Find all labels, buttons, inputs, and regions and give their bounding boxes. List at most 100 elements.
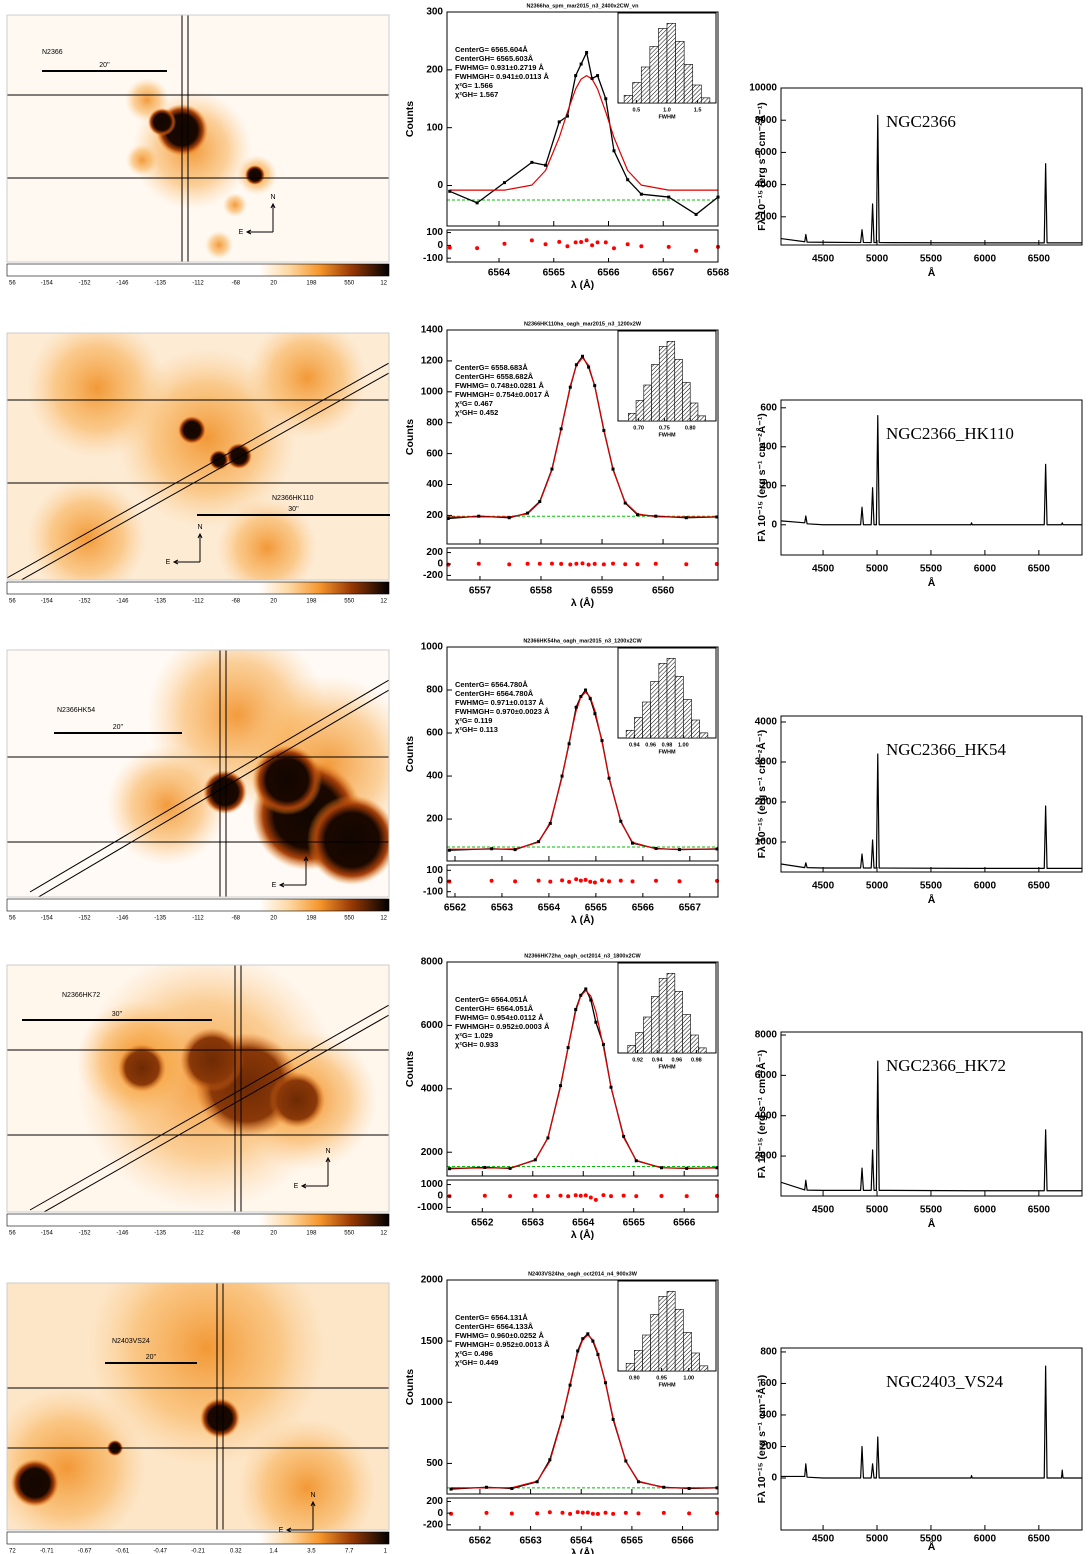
x-tick-label: 6562: [469, 1536, 492, 1547]
data-point: [538, 500, 542, 504]
data-point: [446, 517, 450, 521]
data-point: [588, 697, 592, 701]
x-tick-label: 6557: [469, 586, 492, 597]
inset-tick-label: 0.96: [671, 1057, 682, 1063]
emission-blob: [203, 770, 247, 814]
residual-point: [573, 240, 578, 245]
colorbar-label: 12: [380, 916, 387, 922]
residual-point: [533, 1193, 538, 1198]
x-tick-label: 6564: [538, 903, 561, 914]
hist-bar: [635, 400, 645, 422]
residual-point: [475, 246, 480, 251]
inset-tick-label: 0.90: [629, 1375, 640, 1381]
sky-image: [7, 15, 389, 262]
y-tick-label: 6000: [755, 147, 778, 158]
plot-title: N2366ha_spm_mar2015_n3_2400x2CW_vn: [527, 3, 640, 9]
data-point: [593, 384, 597, 388]
compass-label: E: [166, 559, 171, 566]
hist-bar: [649, 46, 659, 104]
slit-line: [29, 679, 389, 893]
data-point: [502, 181, 506, 185]
data-point: [596, 74, 600, 78]
data-point: [449, 1487, 453, 1491]
y-tick-label: 8000: [755, 1030, 778, 1041]
fit-annotation: FWHMG= 0.748±0.0281 Å: [455, 381, 545, 390]
x-tick-label: 6564: [572, 1218, 595, 1229]
fit-annotation: FWHMG= 0.960±0.0252 Å: [455, 1331, 545, 1340]
hist-bar: [642, 1334, 651, 1372]
plot-frame: [780, 1031, 1083, 1197]
emission-blob: [226, 443, 252, 469]
sky-image: [7, 650, 389, 897]
residual-point: [565, 244, 570, 249]
residual-point: [509, 1511, 514, 1516]
compass-label: N: [270, 194, 275, 201]
residual-point: [449, 1511, 454, 1516]
data-point: [533, 1158, 537, 1162]
plot-frame: [780, 399, 1083, 556]
data-point: [574, 705, 578, 709]
fit-annotation: χ²GH= 1.567: [455, 90, 498, 99]
image-frame: [6, 649, 390, 898]
hist-bar: [651, 996, 660, 1054]
compass: [172, 532, 203, 565]
colorbar-label: -152: [79, 916, 92, 922]
colorbar-label: -154: [41, 281, 54, 287]
data-point: [604, 1381, 608, 1385]
x-tick-label: 5000: [866, 881, 889, 892]
y-tick-label: 1400: [421, 325, 444, 336]
x-tick-label: 4500: [812, 1534, 835, 1545]
plot-frame: [780, 1347, 1083, 1531]
x-tick-label: 5500: [920, 1205, 943, 1216]
image-frame: [6, 964, 390, 1213]
y-tick-label: 1200: [421, 356, 444, 367]
data-point: [560, 1415, 564, 1419]
residual-point: [618, 878, 623, 883]
x-tick-label: 6568: [707, 268, 730, 279]
x-tick-label: 6500: [1028, 254, 1051, 265]
residual-point: [611, 246, 616, 251]
y-tick-label: 400: [760, 441, 777, 452]
fit-annotation: FWHMG= 0.931±0.2719 Å: [455, 63, 545, 72]
y-tick-label: 600: [760, 1378, 777, 1389]
data-point: [579, 62, 583, 66]
colorbar-label: -68: [231, 599, 240, 605]
residual-point: [639, 244, 644, 249]
hist-bar: [643, 1016, 652, 1054]
y-tick-label: 800: [426, 417, 443, 428]
colorbar-label: -146: [116, 1231, 129, 1237]
x-tick-label: 6564: [488, 268, 511, 279]
x-axis-label: λ (Å): [571, 596, 594, 609]
y-tick-label: 4000: [755, 717, 778, 728]
colorbar-label: 7.7: [345, 1549, 354, 1554]
emission-blob: [247, 333, 367, 438]
data-point: [566, 1046, 570, 1050]
residual-point: [603, 1510, 608, 1515]
data-point: [594, 1020, 598, 1024]
hist-bar: [666, 1290, 676, 1372]
data-point: [477, 514, 481, 518]
data-point: [694, 212, 698, 216]
colorbar-label: -135: [154, 281, 167, 287]
residual-point: [489, 878, 494, 883]
colorbar-label: 56: [9, 599, 16, 605]
hist-bar: [700, 97, 711, 104]
data-point: [604, 97, 608, 101]
plot-frame: [780, 87, 1083, 246]
fit-annotation: χ²GH= 0.452: [455, 408, 498, 417]
residual-point: [585, 1510, 590, 1515]
y-tick-label: 2000: [755, 797, 778, 808]
object-label: N2366: [42, 49, 63, 56]
emission-blob: [307, 795, 389, 885]
data-point: [579, 694, 583, 698]
residual-point: [545, 1194, 550, 1199]
colorbar-label: 0.32: [230, 1549, 242, 1554]
residual-tick-label: 200: [426, 1496, 443, 1507]
residual-point: [574, 877, 579, 882]
residual-point: [583, 1193, 588, 1198]
x-tick-label: 6000: [974, 1205, 997, 1216]
residual-point: [559, 561, 564, 566]
y-tick-label: 500: [426, 1458, 443, 1469]
residual-point: [601, 562, 606, 567]
residual-point: [634, 1194, 639, 1199]
